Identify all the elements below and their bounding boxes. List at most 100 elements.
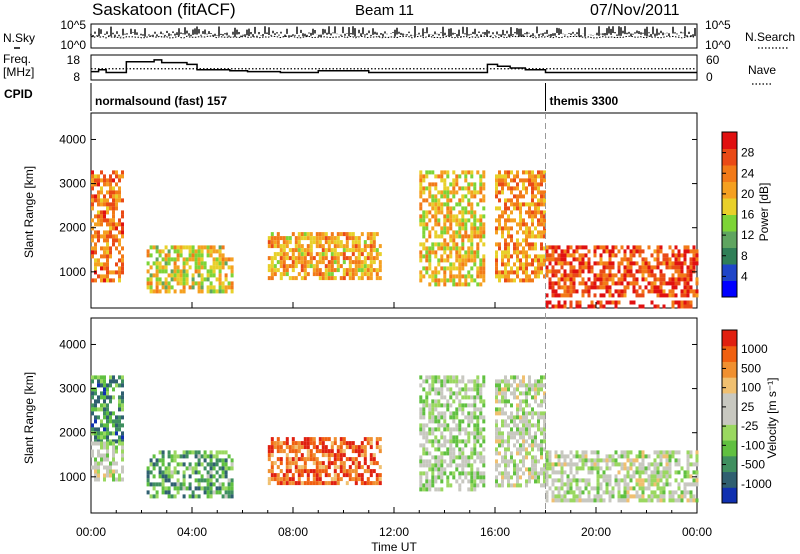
heatmap-cell <box>551 470 555 475</box>
heatmap-cell <box>587 285 591 290</box>
heatmap-cell <box>563 257 567 262</box>
heatmap-cell <box>647 478 651 483</box>
heatmap-cell <box>327 236 331 241</box>
heatmap-cell <box>276 473 280 478</box>
heatmap-cell <box>623 253 627 258</box>
heatmap-cell <box>185 261 189 266</box>
heatmap-cell <box>632 470 636 475</box>
heatmap-cell <box>458 226 462 231</box>
heatmap-cell <box>531 242 534 247</box>
heatmap-cell <box>149 277 153 282</box>
heatmap-cell <box>170 277 174 282</box>
heatmap-cell <box>495 178 498 183</box>
heatmap-cell <box>686 450 690 455</box>
heatmap-cell <box>185 281 189 286</box>
heatmap-cell <box>581 478 585 483</box>
heatmap-cell <box>674 281 678 286</box>
heatmap-cell <box>333 276 337 281</box>
heatmap-cell <box>109 270 112 275</box>
heatmap-cell <box>569 265 573 270</box>
heatmap-cell <box>200 273 204 278</box>
heatmap-cell <box>224 494 228 499</box>
heatmap-cell <box>470 246 474 251</box>
heatmap-cell <box>482 463 486 468</box>
heatmap-cell <box>566 293 570 298</box>
heatmap-cell <box>209 494 213 499</box>
heatmap-cell <box>428 479 432 484</box>
heatmap-cell <box>336 244 340 249</box>
heatmap-cell <box>303 236 307 241</box>
heatmap-cell <box>504 270 507 275</box>
heatmap-cell <box>476 483 480 488</box>
heatmap-cell <box>267 469 271 474</box>
heatmap-cell <box>100 274 103 279</box>
heatmap-cell <box>537 234 540 239</box>
heatmap-cell <box>689 257 693 262</box>
heatmap-cell <box>194 261 198 266</box>
heatmap-cell <box>501 471 504 476</box>
heatmap-cell <box>525 274 528 279</box>
heatmap-cell <box>473 451 477 456</box>
heatmap-cell <box>495 270 498 275</box>
heatmap-cell <box>498 451 501 456</box>
heatmap-cell <box>516 246 519 251</box>
heatmap-cell <box>659 293 663 298</box>
heatmap-cell <box>504 455 507 460</box>
heatmap-cell <box>324 445 328 450</box>
heatmap-cell <box>479 262 483 267</box>
heatmap-cell <box>312 268 316 273</box>
y-tick-label: 2000 <box>59 426 86 440</box>
heatmap-cell <box>109 174 112 179</box>
heatmap-cell <box>665 253 669 258</box>
heatmap-cell <box>342 437 346 442</box>
heatmap-cell <box>531 407 534 412</box>
heatmap-cell <box>683 277 687 282</box>
heatmap-cell <box>182 261 186 266</box>
heatmap-cell <box>318 244 322 249</box>
heatmap-cell <box>476 226 480 231</box>
heatmap-cell <box>659 245 663 250</box>
heatmap-cell <box>354 244 358 249</box>
heatmap-cell <box>425 222 429 227</box>
heatmap-cell <box>446 475 450 480</box>
heatmap-cell <box>470 202 474 207</box>
heatmap-cell <box>112 469 115 474</box>
heatmap-cell <box>623 273 627 278</box>
heatmap-cell <box>531 463 534 468</box>
heatmap-cell <box>504 266 507 271</box>
heatmap-cell <box>458 282 462 287</box>
heatmap-cell <box>656 245 660 250</box>
heatmap-cell <box>452 242 456 247</box>
heatmap-cell <box>522 230 525 235</box>
heatmap-cell <box>479 270 483 275</box>
heatmap-cell <box>182 269 186 274</box>
heatmap-cell <box>557 257 561 262</box>
heatmap-cell <box>461 479 465 484</box>
heatmap-cell <box>285 252 289 257</box>
heatmap-cell <box>155 261 159 266</box>
colorbar-swatch <box>722 148 737 166</box>
heatmap-cell <box>200 281 204 286</box>
heatmap-cell <box>548 269 552 274</box>
heatmap-cell <box>369 252 373 257</box>
heatmap-cell <box>695 289 699 294</box>
heatmap-cell <box>510 483 513 488</box>
heatmap-cell <box>543 419 546 424</box>
heatmap-cell <box>543 399 546 404</box>
heatmap-cell <box>578 245 582 250</box>
heatmap-cell <box>572 269 576 274</box>
heatmap-cell <box>309 236 313 241</box>
heatmap-cell <box>680 277 684 282</box>
heatmap-cell <box>464 403 468 408</box>
heatmap-cell <box>473 383 477 388</box>
heatmap-cell <box>476 423 480 428</box>
heatmap-cell <box>333 248 337 253</box>
heatmap-cell <box>100 262 103 267</box>
heatmap-cell <box>498 443 501 448</box>
heatmap-cell <box>470 403 474 408</box>
heatmap-cell <box>519 222 522 227</box>
heatmap-cell <box>519 407 522 412</box>
heatmap-cell <box>461 375 465 380</box>
heatmap-cell <box>285 264 289 269</box>
heatmap-cell <box>578 304 582 309</box>
